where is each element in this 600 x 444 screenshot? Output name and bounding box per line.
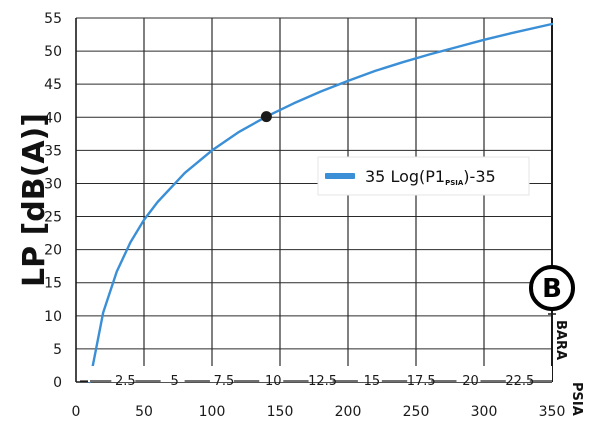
y-tick-label: 10: [44, 309, 62, 325]
badge: B: [529, 265, 575, 311]
secondary-x-tick-label: 17.5: [407, 374, 436, 389]
legend-swatch: [325, 173, 355, 179]
secondary-x-tick-label: 5: [170, 374, 178, 389]
x-tick-label: 350: [539, 404, 566, 420]
legend: 35 Log(P1PSIA)-35: [317, 156, 530, 196]
x-tick-label: 200: [335, 404, 362, 420]
secondary-x-tick-label: 20: [462, 374, 479, 389]
y-tick-label: 15: [44, 276, 62, 292]
secondary-x-tick-label: 15: [364, 374, 381, 389]
x-tick-label: 150: [267, 404, 294, 420]
secondary-axis-band: [88, 366, 552, 382]
secondary-x-axis-unit: BARA: [553, 320, 568, 360]
y-tick-label: 45: [44, 77, 62, 93]
secondary-x-tick-label: 2.5: [115, 374, 136, 389]
series-line: [88, 22, 554, 384]
grid: [75, 17, 553, 382]
x-tick-label: 250: [403, 404, 430, 420]
y-tick-label: 0: [53, 375, 62, 391]
legend-label: 35 Log(P1PSIA)-35: [365, 167, 496, 187]
x-axis-unit: PSIA: [569, 382, 584, 416]
x-tick-label: 50: [135, 404, 153, 420]
badge-label: B: [542, 274, 562, 304]
series-layer: [88, 22, 554, 384]
secondary-x-tick-label: 7.5: [214, 374, 235, 389]
y-tick-label: 25: [44, 210, 62, 226]
secondary-x-tick-label: 12.5: [308, 374, 337, 389]
y-tick-label: 20: [44, 243, 62, 259]
x-axis-ticks: 0 50 100 150 200 250 300 350: [72, 404, 566, 420]
x-tick-label: 300: [471, 404, 498, 420]
y-tick-label: 40: [44, 110, 62, 126]
x-tick-label: 100: [199, 404, 226, 420]
y-tick-label: 35: [44, 143, 62, 159]
y-tick-label: 30: [44, 176, 62, 192]
x-tick-label: 0: [72, 404, 81, 420]
y-tick-label: 55: [44, 11, 62, 27]
secondary-x-axis-ticks: 2.5 5 7.5 10 12.5 15 17.5 20 22.5: [80, 366, 552, 389]
secondary-x-tick-label: 22.5: [505, 374, 534, 389]
secondary-x-tick-label: 10: [265, 374, 282, 389]
y-tick-label: 50: [44, 44, 62, 60]
y-tick-label: 5: [53, 342, 62, 358]
badge-circle: [529, 265, 575, 311]
y-axis-label: LP [dB(A)]: [17, 113, 52, 287]
y-axis-ticks: 0 5 10 15 20 25 30 35 40 45 50 55: [44, 11, 62, 391]
data-point-marker: [260, 111, 272, 123]
